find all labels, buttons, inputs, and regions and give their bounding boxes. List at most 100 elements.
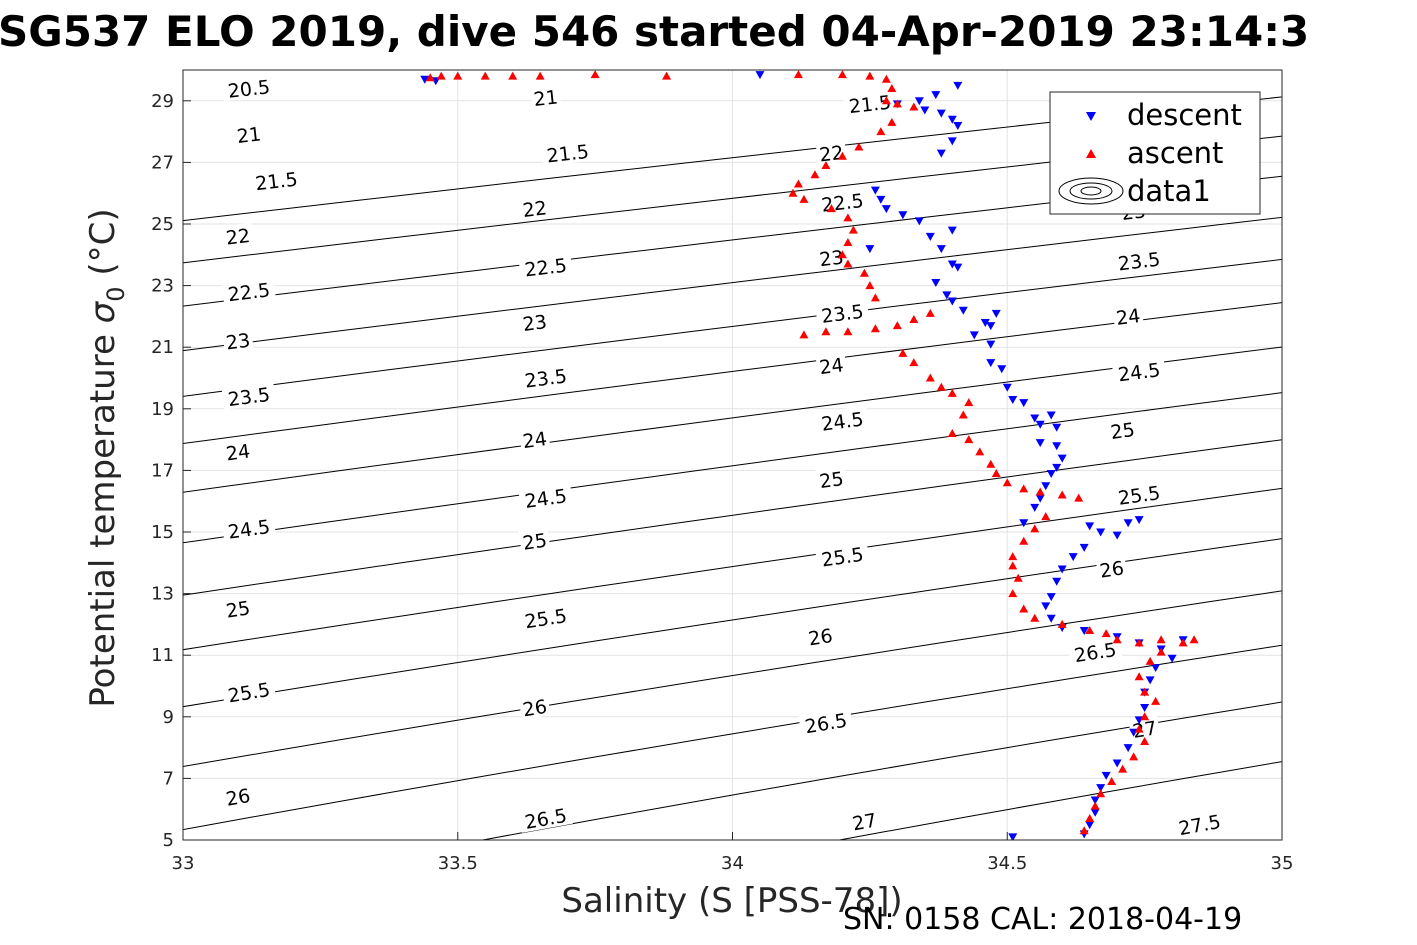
y-tick-label: 21 bbox=[151, 337, 174, 358]
contour-label-text: 25 bbox=[521, 530, 548, 555]
legend-contour-ring-inner bbox=[1080, 186, 1102, 196]
descent-point bbox=[898, 211, 908, 220]
contour-label: 26 bbox=[221, 782, 255, 811]
ascent-point bbox=[837, 250, 847, 259]
ascent-point bbox=[1118, 764, 1128, 773]
contour-label: 21 bbox=[233, 121, 265, 148]
ascent-point bbox=[887, 117, 897, 126]
contour-label-text: 26 bbox=[224, 785, 252, 811]
contour-label-text: 25 bbox=[225, 597, 252, 622]
ascent-point bbox=[425, 73, 435, 82]
descent-point bbox=[947, 226, 957, 235]
contour-label: 25 bbox=[815, 465, 848, 493]
contour-label-text: 24 bbox=[818, 354, 845, 379]
descent-point bbox=[1041, 482, 1051, 491]
ascent-point bbox=[826, 204, 836, 213]
contour-label-bg bbox=[1095, 555, 1128, 582]
ascent-point bbox=[1134, 724, 1144, 733]
descent-point bbox=[870, 186, 880, 195]
contour-label-text: 21.5 bbox=[254, 169, 299, 196]
ascent-point bbox=[535, 71, 545, 80]
ascent-point bbox=[848, 225, 858, 234]
ascent-point bbox=[870, 324, 880, 333]
contour-label: 27.5 bbox=[1171, 808, 1227, 840]
contour-label: 27 bbox=[848, 807, 881, 835]
y-axis-label-gap bbox=[83, 276, 123, 287]
descent-point bbox=[1046, 411, 1056, 420]
isopycnal-line bbox=[183, 392, 1282, 544]
ascent-point bbox=[936, 382, 946, 391]
ascent-point bbox=[788, 188, 798, 197]
data-points bbox=[420, 70, 1199, 840]
contour-label-bg bbox=[1171, 808, 1227, 840]
ascent-point bbox=[958, 410, 968, 419]
x-tick-label: 34.5 bbox=[987, 853, 1027, 874]
contour-label-bg bbox=[540, 138, 595, 167]
ascent-point bbox=[947, 388, 957, 397]
ascent-point bbox=[1178, 638, 1188, 647]
contour-label-bg bbox=[518, 362, 573, 392]
isopycnal-line bbox=[183, 590, 1282, 767]
contour-label: 26 bbox=[1095, 555, 1128, 583]
ascent-point bbox=[508, 71, 518, 80]
descent-point bbox=[1123, 744, 1133, 753]
contour-label: 22 bbox=[518, 195, 551, 222]
y-tick-label: 25 bbox=[151, 214, 174, 235]
ascent-point bbox=[964, 435, 974, 444]
descent-point bbox=[1030, 503, 1040, 512]
contour-label-bg bbox=[517, 801, 574, 833]
density-contours bbox=[183, 96, 1282, 840]
contour-label-text: 22 bbox=[522, 197, 549, 222]
ascent-point bbox=[1096, 789, 1106, 798]
ascent-point bbox=[1008, 561, 1018, 570]
y-tick-label: 17 bbox=[151, 460, 174, 481]
ascent-point bbox=[1019, 484, 1029, 493]
descent-point bbox=[1085, 522, 1095, 531]
contour-label-bg bbox=[222, 327, 254, 353]
ascent-point bbox=[810, 170, 820, 179]
contour-label-text: 25 bbox=[818, 468, 845, 493]
descent-point bbox=[1035, 420, 1045, 429]
descent-point bbox=[947, 115, 957, 124]
legend-ascent-label: ascent bbox=[1127, 136, 1223, 170]
contour-label-text: 26 bbox=[1098, 557, 1125, 582]
footer-serial: SN: 0158 CAL: 2018-04-19 bbox=[843, 902, 1242, 937]
descent-point bbox=[953, 263, 963, 272]
contour-label-bg bbox=[1067, 636, 1123, 667]
descent-point bbox=[1079, 543, 1089, 552]
contour-label: 22 bbox=[222, 222, 254, 250]
descent-point bbox=[1008, 396, 1018, 405]
descent-point bbox=[947, 260, 957, 269]
x-axis-label: Salinity (S [PSS-78]) bbox=[561, 881, 902, 921]
contour-label-text: 21 bbox=[533, 86, 559, 110]
isopycnal-line bbox=[479, 701, 1282, 840]
contour-label: 23 bbox=[518, 308, 551, 336]
contour-label-bg bbox=[815, 244, 847, 270]
contour-label-bg bbox=[518, 482, 573, 512]
legend-descent-label: descent bbox=[1127, 98, 1242, 132]
contour-label-bg bbox=[222, 438, 254, 464]
ascent-point bbox=[1107, 776, 1117, 785]
ascent-point bbox=[909, 358, 919, 367]
contour-label: 23 bbox=[222, 327, 254, 354]
ascent-point bbox=[887, 83, 897, 92]
ascent-point bbox=[843, 327, 853, 336]
descent-point bbox=[947, 297, 957, 306]
y-tick-label: 23 bbox=[151, 276, 174, 297]
ascent-point bbox=[1074, 493, 1084, 502]
ascent-point bbox=[1057, 619, 1067, 628]
contour-label-text: 22.5 bbox=[524, 255, 569, 282]
descent-point bbox=[986, 322, 996, 331]
y-axis-label-text: Potential temperature bbox=[83, 334, 123, 707]
contour-label-text: 22.5 bbox=[820, 190, 865, 217]
ascent-point bbox=[799, 330, 809, 339]
contour-label-text: 23.5 bbox=[523, 365, 568, 392]
descent-point bbox=[1035, 494, 1045, 503]
contour-label-text: 23.5 bbox=[820, 301, 865, 328]
descent-point bbox=[1145, 676, 1155, 685]
contour-label-text: 22 bbox=[225, 225, 252, 250]
descent-point bbox=[914, 217, 924, 226]
ascent-point bbox=[843, 237, 853, 246]
y-axis-label-unit: (°C) bbox=[83, 208, 123, 275]
contour-label-bg bbox=[1128, 714, 1161, 742]
